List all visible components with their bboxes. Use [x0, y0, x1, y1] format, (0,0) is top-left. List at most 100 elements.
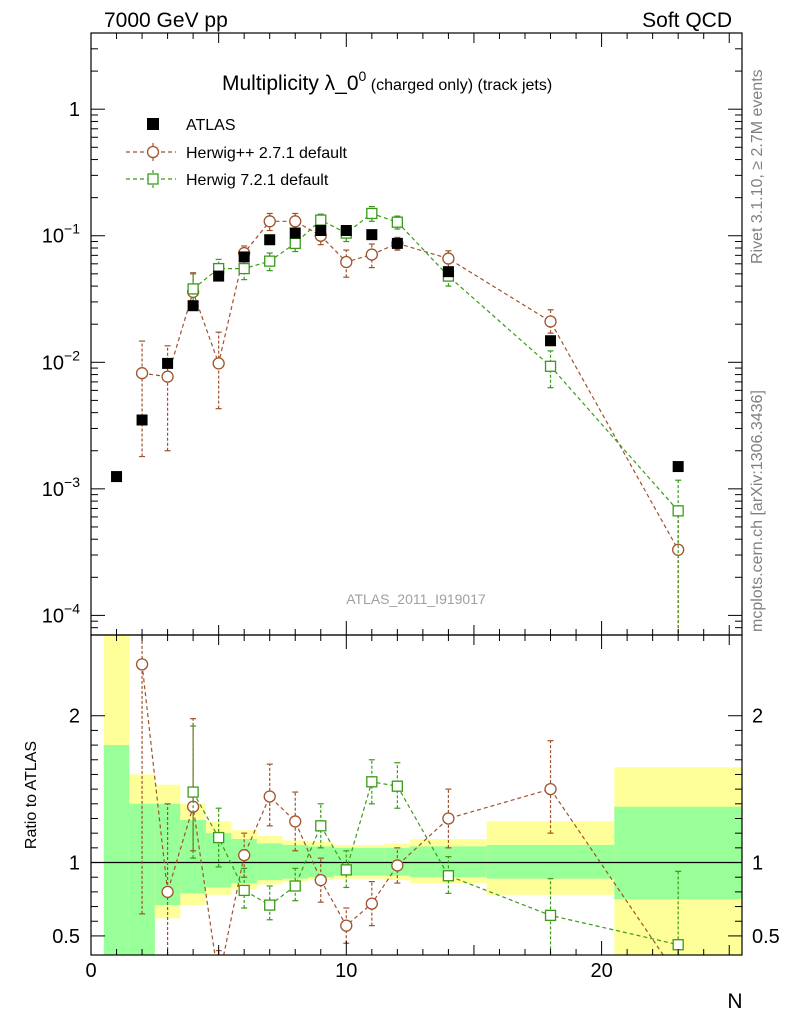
legend-circle-marker [146, 145, 160, 159]
herwig7-point [672, 505, 684, 517]
herwigpp-point [263, 215, 276, 228]
band-inner [614, 806, 742, 900]
herwigpp-ratio-point [673, 972, 684, 983]
atlas-point [366, 229, 378, 241]
legend-label: Herwig++ 2.7.1 default [186, 145, 348, 162]
atlas-point [391, 237, 403, 249]
herwigpp-point [544, 315, 557, 328]
herwigpp-ratio-point [213, 974, 224, 985]
herwig7-ratio-point [544, 909, 557, 922]
atlas-point [111, 471, 123, 483]
y-tick-label-exp: −1 [64, 221, 80, 237]
herwig7-ratio-point [672, 939, 684, 951]
plot-title-sup: 0 [359, 68, 367, 84]
herwigpp-ratio-point [238, 849, 251, 862]
herwigpp-point [365, 248, 378, 261]
herwigpp-point [135, 367, 149, 380]
y-tick-label: 10−4 [42, 600, 80, 627]
herwig7-ratio-point [212, 831, 225, 844]
herwig7-ratio-point [340, 864, 352, 876]
herwig7-point [238, 262, 250, 275]
y-tick-label: 1 [69, 99, 80, 121]
atlas-point [136, 414, 148, 426]
y-tick-label-exp: −3 [64, 474, 80, 490]
herwigpp-ratio-point [442, 812, 455, 825]
herwig7-point [544, 360, 557, 372]
ratio-uncertainty-bands [103, 635, 742, 955]
main-panel-content [111, 205, 685, 635]
herwig7-point [315, 214, 327, 226]
legend-label: ATLAS [186, 117, 236, 134]
atlas-point [442, 266, 454, 278]
legend-label: Herwig 7.2.1 default [186, 172, 329, 189]
herwig7-point [391, 216, 404, 228]
plot-title-tail: (charged only) (track jets) [366, 77, 552, 94]
x-tick-label: 20 [590, 960, 612, 982]
ratio-y-tick-label: 2 [69, 706, 80, 728]
y-tick-label-base: 10 [42, 226, 64, 248]
ratio-y-tick-label: 0.5 [52, 926, 80, 948]
main-panel-axes: 10−410−310−210−11 [42, 32, 742, 636]
ratio-panel-axes: 0.5 0.51 12 20 10 20 [52, 635, 780, 982]
herwigpp-ratio-point [263, 790, 276, 803]
herwigpp-ratio-point [391, 859, 404, 872]
atlas-point [264, 234, 276, 246]
ratio-y-tick-label: 1 [69, 853, 80, 875]
atlas-point [545, 335, 557, 347]
herwig7-ratio-point [238, 884, 250, 897]
y-tick-label-base: 1 [69, 99, 80, 121]
herwigpp-ratio-point [544, 782, 557, 796]
herwigpp-ratio-point [289, 815, 302, 828]
herwig7-ratio-line [192, 781, 679, 946]
ratio-y-tick-label-right: 0.5 [752, 926, 780, 948]
band-inner [486, 844, 615, 879]
herwig7-point [366, 207, 378, 220]
herwig7-ratio-point [264, 899, 276, 911]
herwigpp-ratio-point [314, 873, 327, 887]
herwig7-ratio-point [442, 870, 455, 882]
band-inner [129, 803, 155, 955]
herwig7-ratio-point [289, 880, 301, 892]
atlas-point [238, 251, 250, 263]
x-tick-label: 10 [335, 960, 357, 982]
herwig7-ratio-point [187, 786, 199, 798]
rivet-version-label: Rivet 3.1.10, ≥ 2.7M events [749, 69, 766, 264]
atlas-point [340, 225, 352, 237]
legend-square-marker [147, 173, 159, 185]
y-tick-label-base: 10 [42, 352, 64, 374]
y-tick-label-base: 10 [42, 479, 64, 501]
band-inner [103, 745, 130, 955]
herwigpp-ratio-point [365, 897, 378, 910]
herwigpp-ratio-point [135, 658, 149, 671]
atlas-point [315, 225, 327, 237]
band-inner [256, 843, 283, 881]
herwig7-point [289, 237, 301, 250]
y-tick-label: 10−1 [42, 221, 80, 248]
y-tick-label: 10−2 [42, 347, 80, 374]
y-tick-label-exp: −4 [64, 600, 80, 616]
y-tick-label-base: 10 [42, 605, 64, 627]
herwigpp-ratio-point [340, 919, 353, 932]
herwig7-ratio-point [315, 820, 327, 832]
herwig7-point [264, 255, 276, 267]
herwigpp-point [340, 255, 353, 269]
herwigpp-ratio-line [141, 664, 664, 955]
herwigpp-point [161, 370, 174, 383]
ratio-y-tick-label-right: 1 [752, 853, 763, 875]
legend-atlas-marker [147, 118, 159, 130]
legend: ATLAS Herwig++ 2.7.1 default Herwig 7.2.1 … [126, 117, 348, 189]
band-inner [359, 847, 385, 876]
herwig7-line [192, 212, 679, 512]
ratio-axis-label: Ratio to ATLAS [23, 741, 40, 849]
atlas-point [289, 227, 301, 239]
herwig7-ratio-point [391, 780, 404, 792]
herwigpp-ratio-point [161, 885, 174, 899]
ratio-panel-content [91, 635, 742, 985]
mcplots-reference-label: mcplots.cern.ch [arXiv:1306.3436] [749, 390, 766, 632]
atlas-point [187, 300, 199, 312]
analysis-watermark: ATLAS_2011_I919017 [346, 591, 486, 607]
herwigpp-point [442, 252, 455, 265]
header-beam-label: 7000 GeV pp [104, 9, 228, 32]
ratio-panel-frame [90, 634, 743, 956]
